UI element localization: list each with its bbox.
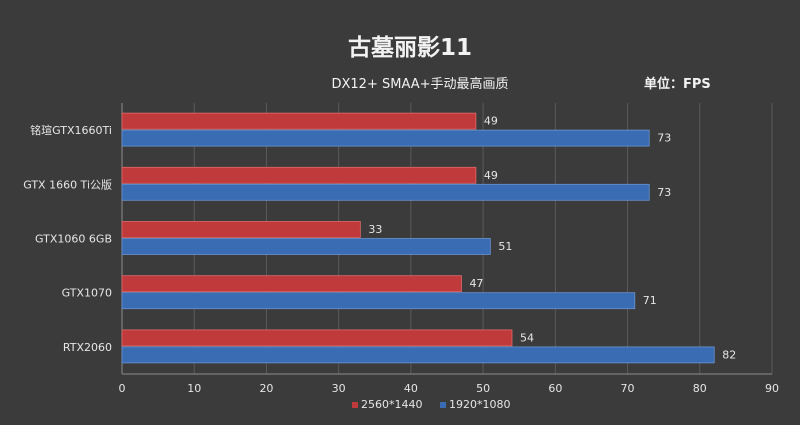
bar	[121, 112, 477, 130]
x-tick-label: 50	[476, 382, 490, 395]
x-tick-label: 40	[404, 382, 418, 395]
legend-swatch	[440, 402, 446, 408]
bar	[121, 238, 491, 255]
x-tick-label: 80	[693, 382, 707, 395]
data-label: 33	[368, 223, 382, 236]
x-tick-label: 0	[119, 382, 126, 395]
legend-swatch	[352, 402, 358, 408]
x-tick-label: 90	[765, 382, 779, 395]
bars-group	[121, 112, 715, 364]
bar	[121, 329, 513, 347]
data-label: 49	[484, 115, 498, 128]
bar	[121, 292, 636, 310]
bar	[121, 166, 477, 184]
legend: 2560*1440 1920*1080	[352, 398, 511, 411]
x-tick-label: 70	[621, 382, 635, 395]
data-label: 71	[643, 294, 657, 307]
data-label: 82	[722, 348, 736, 361]
data-label: 51	[498, 240, 512, 253]
category-label: 铭瑄GTX1660Ti	[30, 123, 112, 137]
bar	[121, 275, 462, 293]
x-tick-label: 10	[187, 382, 201, 395]
data-label: 47	[469, 277, 483, 290]
category-label: RTX2060	[63, 341, 112, 354]
legend-label: 1920*1080	[449, 398, 511, 411]
chart-title: 古墓丽影11	[348, 35, 472, 61]
data-label: 73	[657, 132, 671, 145]
chart-subtitle: DX12+ SMAA+手动最高画质	[332, 76, 509, 92]
category-label: GTX 1660 Ti公版	[23, 177, 112, 191]
bar	[121, 129, 650, 147]
bar	[121, 346, 715, 364]
labels-group: 0 10 20 30 40 50 60 70 80 90 铭瑄GTX1660Ti 49 73 GTX 16…	[23, 115, 779, 395]
x-tick-label: 30	[332, 382, 346, 395]
bar	[121, 183, 650, 201]
bar	[121, 221, 361, 238]
x-tick-label: 60	[548, 382, 562, 395]
unit-label: 单位：FPS	[644, 76, 711, 92]
category-label: GTX1070	[62, 287, 112, 300]
x-tick-label: 20	[259, 382, 273, 395]
category-label: GTX1060 6GB	[35, 233, 112, 246]
data-label: 73	[657, 186, 671, 199]
data-label: 54	[520, 331, 534, 344]
data-label: 49	[484, 169, 498, 182]
legend-label: 2560*1440	[361, 398, 423, 411]
